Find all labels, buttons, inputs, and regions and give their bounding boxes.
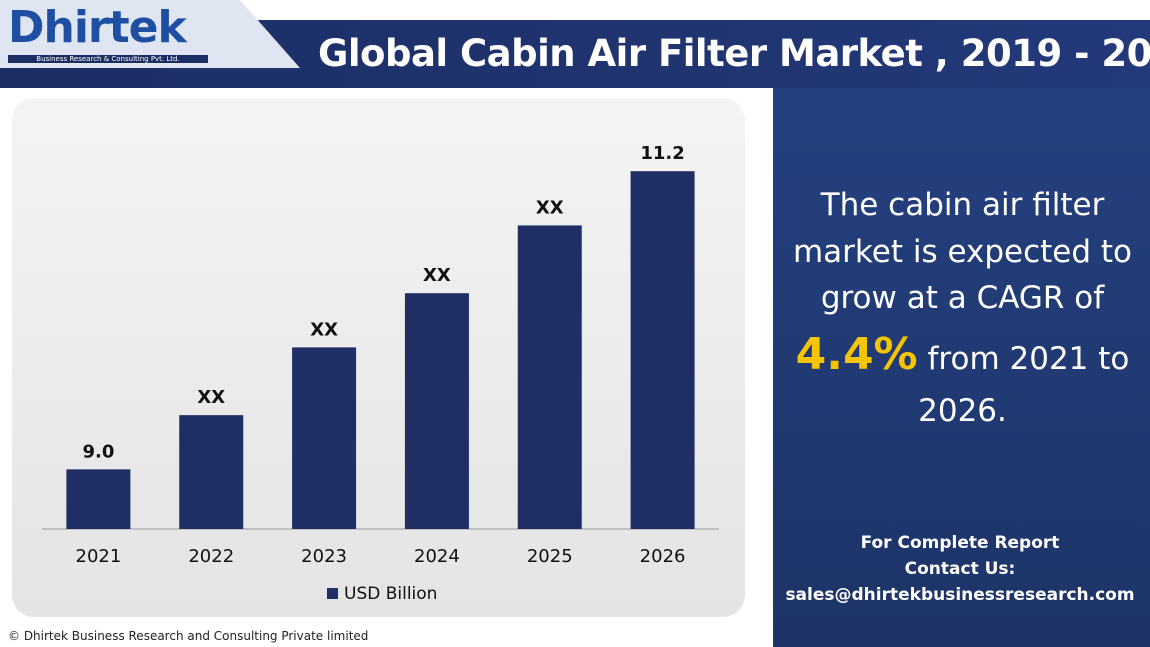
copyright: © Dhirtek Business Research and Consulti… xyxy=(8,629,369,643)
logo-tagline: Business Research & Consulting Pvt. Ltd. xyxy=(8,55,208,63)
x-tick-label: 2025 xyxy=(527,546,573,567)
contact-label: Contact Us: xyxy=(904,559,1016,579)
value-label: 9.0 xyxy=(82,441,114,462)
chart-card xyxy=(12,98,745,617)
legend-swatch xyxy=(327,588,338,599)
logo: Dhirtek xyxy=(8,2,187,53)
value-label: XX xyxy=(197,387,225,408)
legend-label: USD Billion xyxy=(344,584,437,604)
email[interactable]: sales@dhirtekbusinessresearch.com xyxy=(785,585,1135,605)
x-tick-label: 2024 xyxy=(414,546,460,567)
x-tick-label: 2023 xyxy=(301,546,347,567)
value-label: 11.2 xyxy=(640,143,684,164)
bar xyxy=(404,293,469,529)
x-tick-label: 2026 xyxy=(640,546,686,567)
bar xyxy=(292,347,357,529)
side-panel xyxy=(773,88,1150,647)
bar xyxy=(630,171,695,530)
bar xyxy=(66,469,131,529)
value-label: XX xyxy=(536,197,564,218)
bar xyxy=(179,415,244,529)
summary-text: The cabin air filter market is expected … xyxy=(792,187,1133,316)
value-label: XX xyxy=(423,265,451,286)
summary-text: from 2021 to 2026. xyxy=(918,340,1130,429)
bar xyxy=(517,225,582,529)
value-label: XX xyxy=(310,319,338,340)
cagr-highlight: 4.4% xyxy=(795,328,918,380)
chart: 2021 9.0 2022 XX 2023 XX 2024 XX 2025 XX 2026 11.2 U… xyxy=(42,143,719,604)
x-tick-label: 2021 xyxy=(76,546,122,567)
contact-heading: For Complete Report xyxy=(860,533,1060,553)
summary: The cabin air filter market is expected … xyxy=(790,182,1135,434)
title: Global Cabin Air Filter Market , 2019 - … xyxy=(318,32,1150,75)
contact: For Complete Report Contact Us: sales@dhir… xyxy=(780,530,1140,608)
x-tick-label: 2022 xyxy=(188,546,234,567)
